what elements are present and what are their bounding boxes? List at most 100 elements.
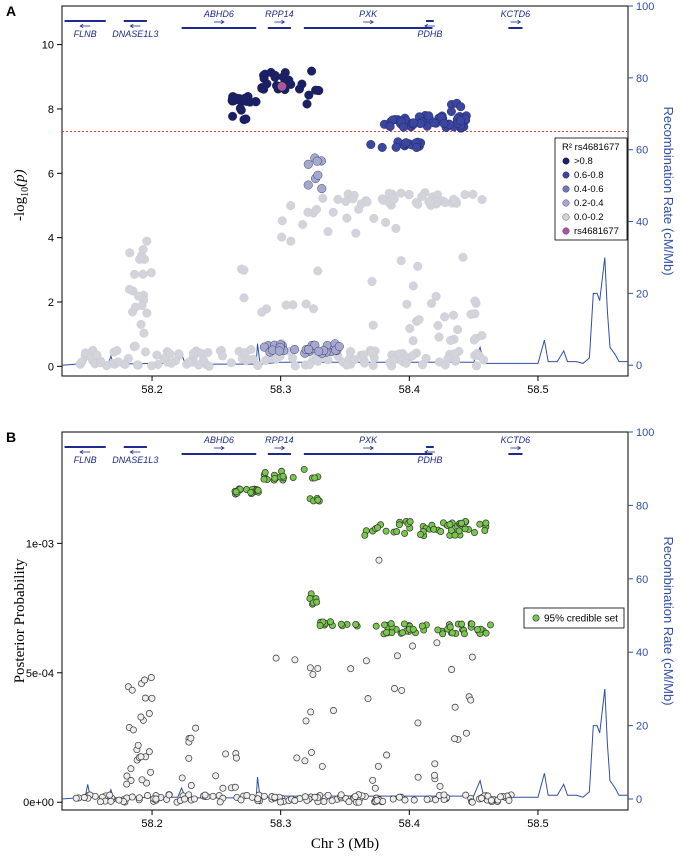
snp-point-other [291,656,299,664]
snp-point-ld-r00 [305,360,315,370]
snp-point-ld-r00 [277,216,287,226]
snp-point-ld-r08 [251,97,261,107]
snp-point-other [374,762,382,770]
snp-point-ld-r02 [303,180,313,190]
snp-point-other [106,791,114,799]
snp-point-other [201,791,209,799]
y2-tick-label: 20 [636,721,648,733]
gene-pxk-arrowhead [369,19,374,25]
snp-point-other [468,798,476,806]
gene-dnase1l3-label: DNASE1L3 [112,455,158,465]
snp-point-other [364,695,372,703]
snp-point-other [137,753,145,761]
gene-pxk-label: PXK [359,9,378,19]
snp-point-ld-r00 [124,284,134,294]
gene-kctd6-label: KCTD6 [501,9,531,19]
snp-point-credible-set [393,528,401,536]
snp-point-ld-r00 [470,296,480,306]
snp-point-ld-r00 [449,194,459,204]
snp-point-credible-set [381,621,388,629]
gene-abhd6-arrowhead [220,19,225,25]
gene-rpp14-label: RPP14 [265,9,294,19]
snp-point-other [423,795,431,803]
snp-point-ld-r00 [479,355,489,365]
snp-point-ld-r00 [136,319,146,329]
snp-point-other [254,795,262,803]
snp-point-ld-r00 [466,309,476,319]
snp-point-ld-r02 [317,184,327,194]
snp-point-credible-set [260,475,268,483]
snp-point-other [232,754,240,762]
snp-point-ld-r06 [366,139,376,149]
snp-point-other [192,724,200,732]
snp-point-other [398,686,406,694]
snp-point-ld-r00 [77,357,87,367]
snp-point-ld-r00 [460,190,470,200]
legend-marker [562,227,570,235]
panel-b-recombination-axis-label: Recombination Rate (cM/Mb) [661,536,676,705]
snp-point-other [314,664,322,672]
snp-point-ld-r00 [417,191,427,201]
snp-point-credible-set [382,527,390,535]
snp-point-credible-set [271,474,279,482]
x-tick-label: 58.4 [399,384,420,396]
snp-point-ld-r00 [142,308,152,318]
snp-point-ld-r00 [368,320,378,330]
snp-point-other [448,666,456,673]
panel-a-label: A [6,3,16,19]
snp-point-ld-r00 [140,347,150,357]
x-tick-label: 58.4 [399,818,420,830]
snp-point-ld-r00 [440,312,450,322]
snp-point-ld-r00 [381,217,391,227]
snp-point-ld-r00 [253,361,263,371]
legend-label: 0.0-0.2 [574,212,604,223]
snp-point-other [301,793,309,801]
y2-tick-label: 80 [636,73,648,85]
legend-label: >0.8 [574,156,593,167]
snp-point-ld-r08 [236,105,246,115]
snp-point-credible-set [387,620,395,628]
snp-point-ld-r00 [440,360,450,370]
snp-point-other [277,798,284,806]
snp-point-credible-set [439,630,447,638]
snp-point-ld-r00 [309,304,319,314]
snp-point-credible-set [395,521,403,529]
snp-point-credible-set [254,486,262,494]
snp-point-other [212,772,220,780]
snp-point-ld-r00 [408,336,418,346]
snp-point-ld-r00 [369,213,379,223]
snp-point-ld-r00 [312,204,322,214]
legend-marker [562,157,570,165]
snp-point-ld-r00 [134,291,144,301]
snp-point-credible-set [460,630,468,638]
y-tick-label: 10 [42,40,54,52]
snp-point-other [414,719,422,727]
snp-point-other [80,794,88,801]
panel-a-y-axis-label: -log10(p) [12,169,31,221]
snp-point-ld-r00 [440,198,450,208]
snp-point-other [147,768,155,776]
snp-point-other [190,795,198,803]
legend-marker [562,199,570,207]
snp-point-credible-set [383,629,391,636]
snp-point-ld-r00 [188,348,198,358]
snp-point-ld-r00 [130,269,140,279]
snp-point-ld-r00 [159,354,169,364]
snp-point-other [379,797,387,805]
snp-point-other [409,642,416,650]
snp-point-other [185,754,193,762]
snp-point-credible-set [482,629,490,637]
snp-point-credible-set [337,620,345,628]
snp-point-other [129,726,137,734]
legend-marker [562,185,570,193]
snp-point-other [187,734,195,742]
gene-dnase1l3-label: DNASE1L3 [112,29,158,39]
snp-point-other [301,757,309,765]
snp-point-ld-r08 [286,79,296,89]
snp-point-ld-r00 [303,207,313,217]
snp-point-credible-set [289,474,297,481]
snp-point-ld-r00 [130,341,140,351]
y2-tick-label: 60 [636,574,648,586]
snp-point-ld-r06 [439,118,449,128]
gene-kctd6-arrowhead [517,19,522,25]
